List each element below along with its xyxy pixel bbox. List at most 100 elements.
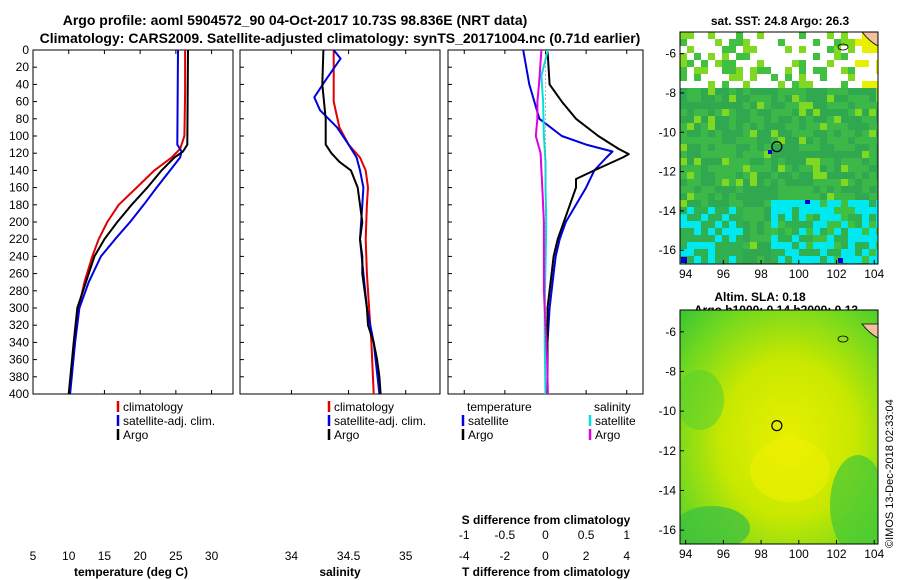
salinity-legend: climatology satellite-adj. clim. Argo: [327, 400, 426, 442]
temperature-x-tick-label: 30: [205, 549, 219, 563]
series-line-argo: [67, 50, 189, 394]
sla-map-axes: 94 96 98 100 102 104 -6 -8 -10 -12 -14 -16: [659, 325, 885, 561]
temperature-legend: climatology satellite-adj. clim. Argo: [116, 400, 215, 442]
series-line-t-argo: [546, 50, 630, 394]
difference-axis-label: T difference from climatology: [462, 565, 630, 579]
s-difference-tick-label: -1: [459, 528, 470, 542]
depth-tick-label: 200: [9, 215, 29, 229]
depth-tick-label: 320: [9, 318, 29, 332]
temperature-x-tick-label: 10: [62, 549, 76, 563]
map-lat-tick-label: -10: [659, 404, 677, 418]
salinity-panel: [239, 49, 441, 395]
sla-map-title: Altim. SLA: 0.18: [714, 290, 806, 304]
temperature-axis-label: temperature (deg C): [74, 565, 188, 579]
difference-x-tick-label: 4: [623, 549, 630, 563]
figure-title-line2: Climatology: CARS2009. Satellite-adjuste…: [40, 30, 641, 46]
s-difference-tick-label: -0.5: [495, 528, 516, 542]
map-lat-tick-label: -8: [665, 86, 676, 100]
salinity-x-tick-label: 35: [399, 549, 413, 563]
temperature-x-axis: 5 10 15 20 25 30: [30, 50, 219, 563]
map-lat-tick-label: -6: [665, 325, 676, 339]
salinity-x-axis: 34 34.5 35: [285, 50, 413, 563]
depth-tick-label: 160: [9, 181, 29, 195]
depth-tick-label: 260: [9, 267, 29, 281]
figure-title-line1: Argo profile: aoml 5904572_90 04-Oct-201…: [63, 12, 528, 28]
imos-watermark: ©IMOS 13-Dec-2018 02:33:04: [884, 399, 896, 548]
temperature-x-tick-label: 15: [98, 549, 112, 563]
depth-tick-label: 400: [9, 387, 29, 401]
temperature-x-tick-label: 5: [30, 549, 37, 563]
s-difference-tick-label: 0.5: [578, 528, 595, 542]
sla-low-patch: [680, 506, 750, 544]
salinity-difference-axis-label: S difference from climatology: [462, 513, 631, 527]
sst-map: [680, 32, 878, 264]
legend-label-argo: Argo: [334, 428, 360, 442]
sla-land-patch: [861, 323, 878, 339]
temperature-panel: [32, 49, 234, 395]
temperature-series: [67, 50, 189, 394]
map-lat-tick-label: -16: [659, 523, 677, 537]
depth-tick-label: 40: [16, 77, 30, 91]
sst-argo-marker: [771, 141, 783, 153]
sla-low-patch: [680, 370, 724, 430]
depth-tick-label: 80: [16, 112, 30, 126]
depth-tick-label: 380: [9, 370, 29, 384]
depth-axis: 0 20 40 60 80 100 120 140 160 180 200 220 240 260 280 3…: [9, 43, 452, 401]
legend-label-t-argo: Argo: [468, 428, 494, 442]
depth-tick-label: 60: [16, 95, 30, 109]
legend-title-salinity: salinity: [594, 400, 631, 414]
map-lat-tick-label: -8: [665, 364, 676, 378]
difference-x-tick-label: -2: [500, 549, 511, 563]
legend-label-s-argo: Argo: [595, 428, 621, 442]
sst-map-axes: 94 96 98 100 102 104 -6 -8 -10 -12 -14 -16: [659, 47, 885, 281]
sla-map-frame: [679, 309, 879, 545]
sst-island-outline: [837, 43, 849, 51]
map-lat-tick-label: -14: [659, 204, 677, 218]
map-lat-tick-label: -16: [659, 243, 677, 257]
map-lat-tick-label: -12: [659, 165, 677, 179]
difference-x-tick-label: 2: [583, 549, 590, 563]
sst-map-frame: [679, 31, 879, 265]
series-line-argo: [321, 50, 382, 394]
sla-map: [680, 310, 878, 544]
map-lon-tick-label: 98: [754, 267, 768, 281]
sla-high-patch: [750, 438, 830, 502]
map-lon-tick-label: 102: [826, 267, 846, 281]
sst-map-title: sat. SST: 24.8 Argo: 26.3: [711, 14, 850, 28]
map-lon-tick-label: 98: [754, 547, 768, 561]
map-lon-tick-label: 104: [864, 547, 884, 561]
s-difference-tick-label: 0: [542, 528, 549, 542]
temperature-x-tick-label: 25: [169, 549, 183, 563]
sla-island-outline: [837, 335, 849, 343]
map-lat-tick-label: -12: [659, 444, 677, 458]
sst-map-cells: [680, 32, 878, 264]
depth-tick-label: 0: [22, 43, 29, 57]
difference-x-tick-label: -4: [459, 549, 470, 563]
depth-tick-label: 100: [9, 129, 29, 143]
legend-label-climatology: climatology: [123, 400, 183, 414]
series-line-t-satellite: [522, 50, 614, 394]
depth-tick-label: 180: [9, 198, 29, 212]
map-lon-tick-label: 100: [789, 547, 809, 561]
map-lon-tick-label: 94: [679, 547, 693, 561]
series-line-s-argo: [534, 50, 549, 394]
depth-tick-label: 20: [16, 60, 30, 74]
sla-low-patch: [830, 455, 878, 544]
map-lon-tick-label: 100: [789, 267, 809, 281]
depth-tick-label: 360: [9, 353, 29, 367]
map-lon-tick-label: 102: [826, 547, 846, 561]
map-lon-tick-label: 104: [864, 267, 884, 281]
salinity-series: [313, 50, 382, 394]
map-lon-tick-label: 96: [717, 267, 731, 281]
difference-x-tick-label: 0: [542, 549, 549, 563]
depth-tick-label: 220: [9, 232, 29, 246]
depth-tick-label: 120: [9, 146, 29, 160]
depth-tick-label: 140: [9, 163, 29, 177]
depth-tick-label: 280: [9, 284, 29, 298]
legend-label-argo: Argo: [123, 428, 149, 442]
legend-label-satellite: satellite-adj. clim.: [123, 414, 215, 428]
difference-legend-salinity: salinity satellite Argo: [588, 400, 636, 442]
legend-label-s-satellite: satellite: [595, 414, 636, 428]
depth-tick-label: 340: [9, 335, 29, 349]
